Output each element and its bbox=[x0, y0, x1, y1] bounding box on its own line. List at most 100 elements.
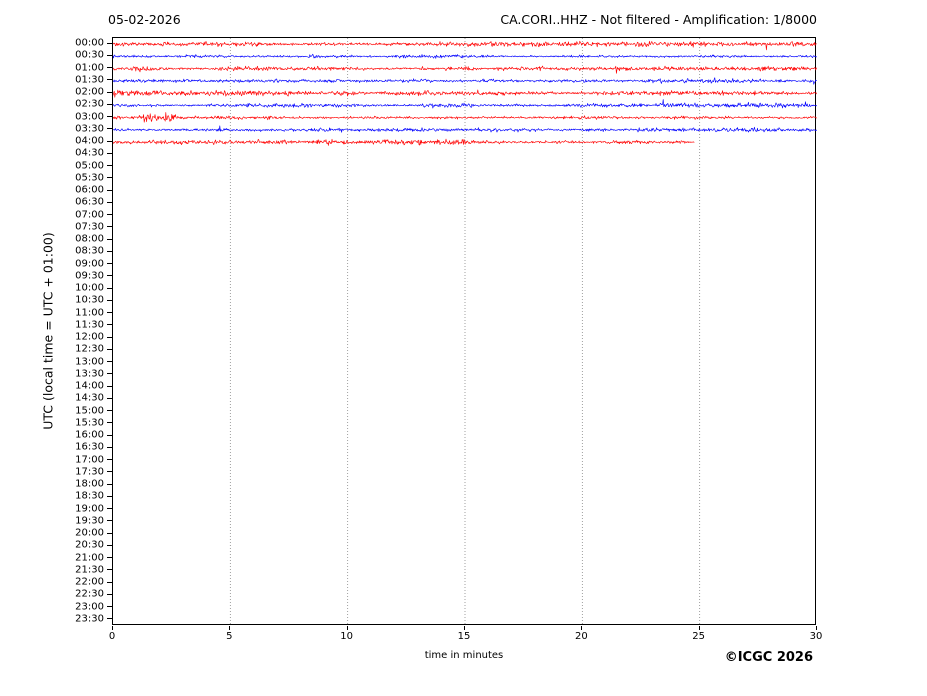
y-tick-label: 01:00 bbox=[75, 62, 104, 74]
plot-area bbox=[112, 37, 817, 626]
y-tick-label: 13:00 bbox=[75, 356, 104, 368]
y-tick-mark bbox=[107, 569, 112, 571]
y-tick-mark bbox=[107, 250, 112, 252]
y-tick-label: 19:30 bbox=[75, 515, 104, 527]
y-tick-mark bbox=[107, 520, 112, 522]
seismic-trace-03:00 bbox=[113, 112, 817, 123]
y-tick-label: 22:30 bbox=[75, 588, 104, 600]
x-tick-label: 30 bbox=[809, 631, 823, 642]
y-tick-label: 10:30 bbox=[75, 294, 104, 306]
y-tick-label: 05:00 bbox=[75, 160, 104, 172]
y-tick-mark bbox=[107, 336, 112, 338]
y-tick-label: 23:00 bbox=[75, 601, 104, 613]
x-axis-label: time in minutes bbox=[424, 650, 504, 661]
y-tick-label: 09:30 bbox=[75, 270, 104, 282]
y-tick-label: 05:30 bbox=[75, 172, 104, 184]
y-tick-label: 13:30 bbox=[75, 368, 104, 380]
y-tick-label: 16:30 bbox=[75, 441, 104, 453]
y-tick-label: 15:00 bbox=[75, 405, 104, 417]
y-tick-label: 12:00 bbox=[75, 331, 104, 343]
y-tick-mark bbox=[107, 618, 112, 620]
seismic-trace-01:30 bbox=[113, 77, 817, 85]
y-tick-mark bbox=[107, 361, 112, 363]
seismic-trace-04:00 bbox=[113, 138, 695, 146]
y-tick-mark bbox=[107, 606, 112, 608]
y-tick-label: 17:00 bbox=[75, 454, 104, 466]
seismic-trace-02:30 bbox=[113, 99, 817, 109]
y-tick-mark bbox=[107, 128, 112, 130]
y-tick-label: 08:30 bbox=[75, 245, 104, 257]
y-tick-label: 16:00 bbox=[75, 429, 104, 441]
y-tick-label: 12:30 bbox=[75, 343, 104, 355]
y-tick-label: 07:00 bbox=[75, 209, 104, 221]
y-tick-mark bbox=[107, 459, 112, 461]
y-tick-mark bbox=[107, 422, 112, 424]
y-tick-label: 00:00 bbox=[75, 37, 104, 49]
copyright-text: ©ICGC 2026 bbox=[724, 650, 813, 665]
y-tick-label: 14:30 bbox=[75, 392, 104, 404]
y-tick-mark bbox=[107, 483, 112, 485]
y-tick-mark bbox=[107, 557, 112, 559]
x-tick-label: 5 bbox=[226, 631, 233, 642]
seismic-trace-03:30 bbox=[113, 125, 817, 133]
y-tick-mark bbox=[107, 214, 112, 216]
y-tick-mark bbox=[107, 103, 112, 105]
y-tick-mark bbox=[107, 42, 112, 44]
y-tick-mark bbox=[107, 324, 112, 326]
y-tick-mark bbox=[107, 495, 112, 497]
y-tick-label: 09:00 bbox=[75, 258, 104, 270]
date-title: 05-02-2026 bbox=[108, 12, 181, 27]
y-tick-label: 10:00 bbox=[75, 282, 104, 294]
seismic-trace-02:00 bbox=[113, 89, 817, 98]
y-tick-label: 06:00 bbox=[75, 184, 104, 196]
y-tick-mark bbox=[107, 238, 112, 240]
y-tick-mark bbox=[107, 79, 112, 81]
y-tick-mark bbox=[107, 312, 112, 314]
y-tick-label: 01:30 bbox=[75, 74, 104, 86]
x-tick-mark bbox=[816, 626, 817, 630]
x-tick-mark bbox=[346, 626, 348, 630]
y-tick-label: 22:00 bbox=[75, 576, 104, 588]
y-tick-mark bbox=[107, 373, 112, 375]
seismic-trace-01:00 bbox=[113, 65, 817, 74]
x-tick-label: 10 bbox=[340, 631, 354, 642]
x-tick-label: 25 bbox=[692, 631, 706, 642]
x-tick-label: 15 bbox=[457, 631, 471, 642]
y-tick-label: 04:30 bbox=[75, 147, 104, 159]
y-tick-mark bbox=[107, 165, 112, 167]
x-tick-label: 20 bbox=[574, 631, 588, 642]
y-tick-label: 06:30 bbox=[75, 196, 104, 208]
x-tick-mark bbox=[112, 626, 113, 630]
y-tick-mark bbox=[107, 446, 112, 448]
y-tick-mark bbox=[107, 140, 112, 142]
y-tick-label: 11:00 bbox=[75, 307, 104, 319]
y-tick-mark bbox=[107, 299, 112, 301]
y-tick-mark bbox=[107, 226, 112, 228]
y-tick-mark bbox=[107, 508, 112, 510]
seismic-trace-00:30 bbox=[113, 53, 817, 59]
y-tick-label: 19:00 bbox=[75, 503, 104, 515]
y-tick-label: 15:30 bbox=[75, 417, 104, 429]
y-tick-label: 18:00 bbox=[75, 478, 104, 490]
y-tick-mark bbox=[107, 410, 112, 412]
y-tick-mark bbox=[107, 116, 112, 118]
y-tick-label: 02:00 bbox=[75, 86, 104, 98]
y-tick-mark bbox=[107, 348, 112, 350]
y-tick-mark bbox=[107, 201, 112, 203]
y-tick-label: 21:30 bbox=[75, 564, 104, 576]
y-axis-label: UTC (local time = UTC + 01:00) bbox=[40, 232, 56, 430]
y-tick-mark bbox=[107, 189, 112, 191]
y-tick-label: 11:30 bbox=[75, 319, 104, 331]
y-tick-mark bbox=[107, 263, 112, 265]
y-tick-mark bbox=[107, 471, 112, 473]
y-tick-mark bbox=[107, 385, 112, 387]
y-tick-label: 07:30 bbox=[75, 221, 104, 233]
seismic-trace-00:00 bbox=[113, 40, 817, 51]
x-tick-label: 0 bbox=[108, 631, 116, 642]
y-tick-mark bbox=[107, 152, 112, 154]
y-tick-label: 17:30 bbox=[75, 466, 104, 478]
y-tick-mark bbox=[107, 581, 112, 583]
y-tick-mark bbox=[107, 434, 112, 436]
y-tick-mark bbox=[107, 177, 112, 179]
